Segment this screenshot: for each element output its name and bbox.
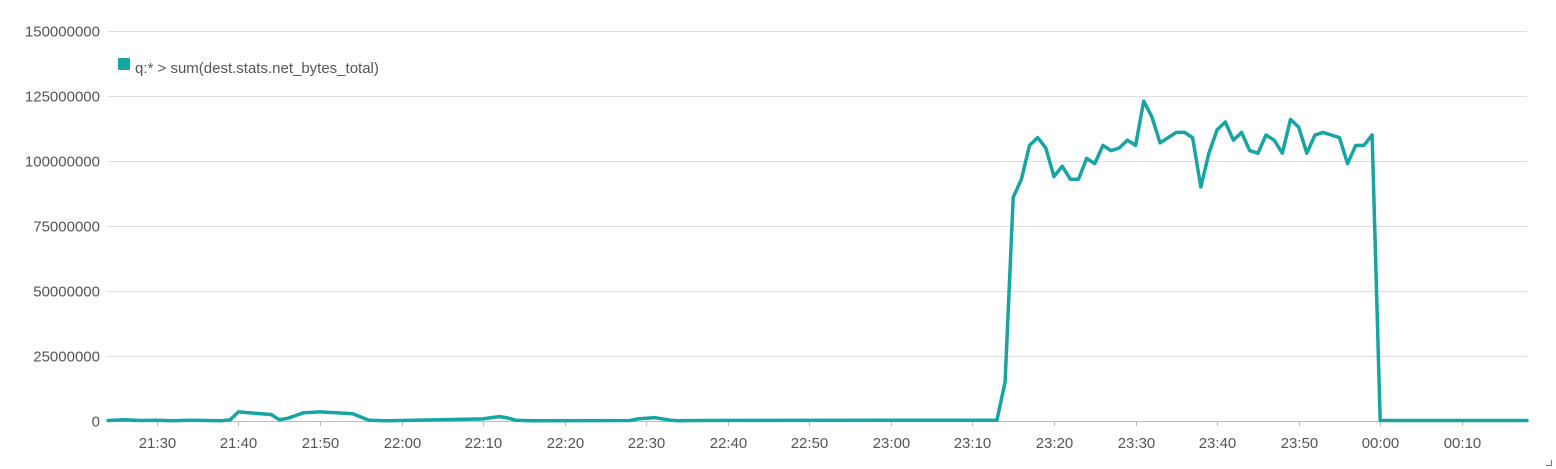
- y-tick-label: 0: [92, 414, 100, 431]
- y-tick-label: 100000000: [25, 154, 100, 171]
- x-tick-label: 22:10: [465, 435, 503, 452]
- y-tick-label: 125000000: [25, 89, 100, 106]
- series-line-0[interactable]: [106, 99, 1529, 423]
- gridlines: [108, 31, 1527, 422]
- resize-handle[interactable]: [1546, 460, 1552, 466]
- x-tick-label: 23:20: [1036, 435, 1074, 452]
- x-tick-label: 22:00: [384, 435, 422, 452]
- x-tick-label: 00:10: [1444, 435, 1482, 452]
- x-tick-label: 22:40: [710, 435, 748, 452]
- x-tick-label: 23:00: [873, 435, 911, 452]
- x-tick-label: 22:30: [628, 435, 666, 452]
- x-tick-label: 23:10: [954, 435, 992, 452]
- y-axis: 0 25000000 50000000 75000000 100000000 125000…: [25, 24, 100, 431]
- x-tick-label: 23:40: [1199, 435, 1237, 452]
- x-tick-label: 21:40: [220, 435, 258, 452]
- legend[interactable]: q:* > sum(dest.stats.net_bytes_total): [118, 58, 379, 77]
- y-tick-label: 150000000: [25, 24, 100, 41]
- legend-label: q:* > sum(dest.stats.net_bytes_total): [135, 60, 379, 77]
- x-tick-label: 23:30: [1118, 435, 1156, 452]
- x-tick-label: 22:50: [791, 435, 829, 452]
- series-layer: [106, 99, 1529, 423]
- y-tick-label: 50000000: [33, 284, 100, 301]
- x-tick-label: 22:20: [547, 435, 585, 452]
- x-tick-label: 23:50: [1281, 435, 1319, 452]
- x-tick-label: 21:50: [302, 435, 340, 452]
- y-tick-label: 75000000: [33, 219, 100, 236]
- x-axis: 21:30 21:40 21:50 22:00 22:10 22:20 22:30 22:40…: [139, 421, 1482, 452]
- x-tick-label: 21:30: [139, 435, 177, 452]
- legend-swatch: [118, 58, 130, 70]
- x-tick-label: 00:00: [1362, 435, 1400, 452]
- y-tick-label: 25000000: [33, 349, 100, 366]
